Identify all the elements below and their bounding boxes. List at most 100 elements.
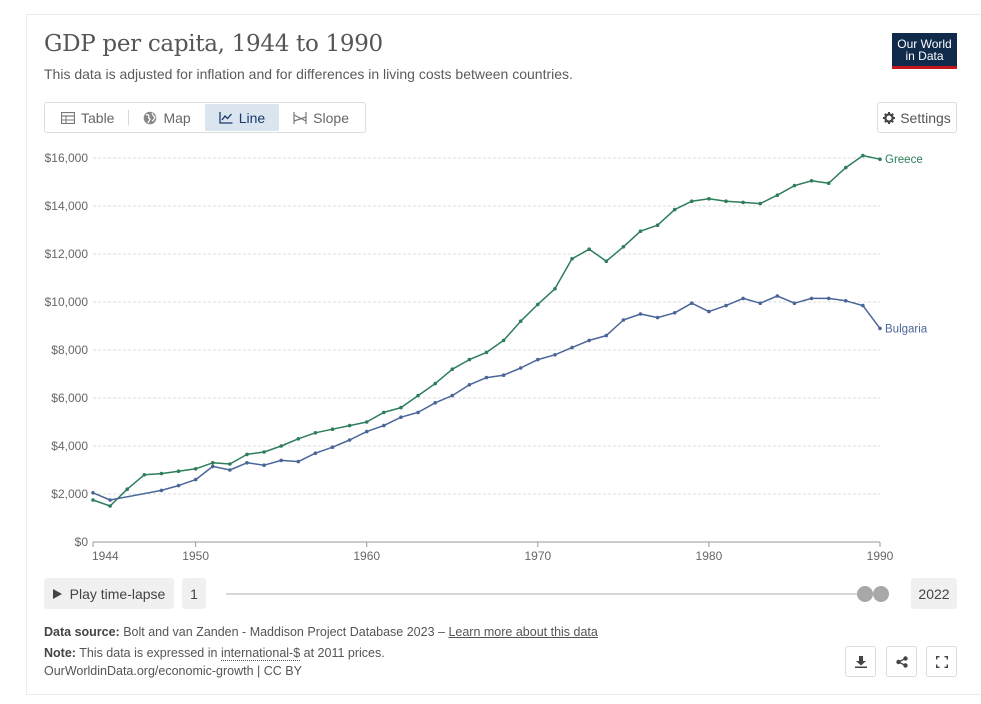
settings-button[interactable]: Settings [877,102,957,133]
international-dollar-term[interactable]: international-$ [220,646,301,661]
data-point-greece [861,153,865,158]
share-button[interactable] [886,646,917,677]
data-point-bulgaria [621,318,626,322]
data-point-greece [707,197,711,201]
y-tick-label: $14,000 [45,199,89,213]
data-point-greece [536,302,540,307]
tab-table[interactable]: Table [47,104,128,131]
logo-line-2: in Data [905,49,944,63]
data-point-bulgaria [843,299,848,303]
timeline-start-handle[interactable] [857,586,873,602]
data-point-greece [604,259,609,264]
timeline-end-year[interactable]: 2022 [911,578,957,609]
view-tabs: Table Map Line Slope [44,102,366,133]
x-tick-label: 1944 [92,549,119,563]
owid-logo[interactable]: Our World in Data [892,33,957,69]
data-point-greece [758,201,763,206]
tab-line[interactable]: Line [204,104,280,131]
data-point-bulgaria [536,357,540,362]
data-point-greece [433,381,437,386]
data-point-greece [826,181,831,185]
data-point-bulgaria [861,303,865,308]
data-point-greece [672,207,677,212]
data-point-bulgaria [570,345,574,350]
data-point-greece [364,420,369,424]
data-point-bulgaria [91,491,95,495]
data-point-bulgaria [210,464,215,469]
note-text-pre: This data is expressed in [79,646,218,660]
data-point-bulgaria [416,410,420,415]
tab-slope-label: Slope [313,109,349,126]
series-line-greece [92,154,881,507]
y-tick-label: $0 [75,535,89,549]
timeline-end-handle[interactable] [873,586,889,602]
data-point-greece [125,487,130,492]
data-point-greece [843,165,848,170]
download-icon [854,655,867,668]
timeline-slider-track[interactable] [226,593,889,595]
data-point-greece [416,393,420,398]
y-tick-label: $10,000 [45,295,89,309]
data-point-greece [108,504,112,508]
data-point-greece [741,200,745,205]
data-point-bulgaria [262,463,266,468]
data-point-greece [193,467,198,471]
data-source-line: Data source: Bolt and van Zanden - Maddi… [44,625,598,639]
data-point-greece [399,405,403,410]
fullscreen-button[interactable] [926,646,957,677]
data-point-greece [638,229,643,233]
note-text-post: at 2011 prices. [303,646,385,660]
settings-label: Settings [900,109,951,126]
data-point-bulgaria [108,498,112,502]
tab-table-label: Table [81,109,115,126]
play-label: Play time-lapse [69,585,166,602]
data-point-bulgaria [878,326,882,331]
line-chart-icon [219,111,233,124]
data-point-bulgaria [792,301,797,306]
play-icon [52,588,62,599]
y-tick-label: $16,000 [45,151,89,165]
x-tick-label: 1990 [867,549,894,563]
data-point-bulgaria [228,468,232,472]
data-point-greece [587,247,591,251]
tab-slope[interactable]: Slope [279,104,363,131]
data-point-greece [279,444,283,448]
series-line-bulgaria [92,295,881,501]
data-point-greece [690,199,694,203]
data-point-greece [159,471,164,476]
data-point-greece [484,350,489,355]
data-point-greece [450,367,455,372]
timeline-start-year[interactable]: 1 [182,578,206,609]
data-point-bulgaria [484,375,489,380]
download-button[interactable] [845,646,876,677]
tab-separator [128,110,130,125]
data-point-bulgaria [296,459,301,464]
data-point-greece [570,257,574,261]
data-point-bulgaria [809,296,814,301]
chart-subtitle: This data is adjusted for inflation and … [44,66,573,82]
y-tick-label: $2,000 [51,487,88,501]
data-point-bulgaria [330,445,335,450]
data-point-greece [330,427,335,432]
tab-map-label: Map [163,109,191,126]
data-point-bulgaria [587,338,591,343]
learn-more-link[interactable]: Learn more about this data [448,625,598,639]
data-point-bulgaria [741,296,745,301]
data-point-greece [382,410,386,415]
tab-line-label: Line [238,109,266,126]
data-point-greece [296,437,301,441]
data-point-bulgaria [604,333,609,338]
data-point-bulgaria [518,366,523,370]
data-point-bulgaria [313,451,318,456]
credit-line[interactable]: OurWorldinData.org/economic-growth | CC … [44,664,302,678]
data-point-greece [724,199,728,203]
data-point-bulgaria [245,461,249,465]
series-label-greece: Greece [885,154,923,166]
note-line: Note: This data is expressed in internat… [44,646,385,661]
play-timelapse-button[interactable]: Play time-lapse [44,578,174,609]
tab-map[interactable]: Map [129,104,204,131]
data-point-greece [809,179,814,183]
data-point-bulgaria [382,423,386,428]
logo-line-1: Our World [897,37,952,51]
x-tick-label: 1950 [182,549,209,563]
